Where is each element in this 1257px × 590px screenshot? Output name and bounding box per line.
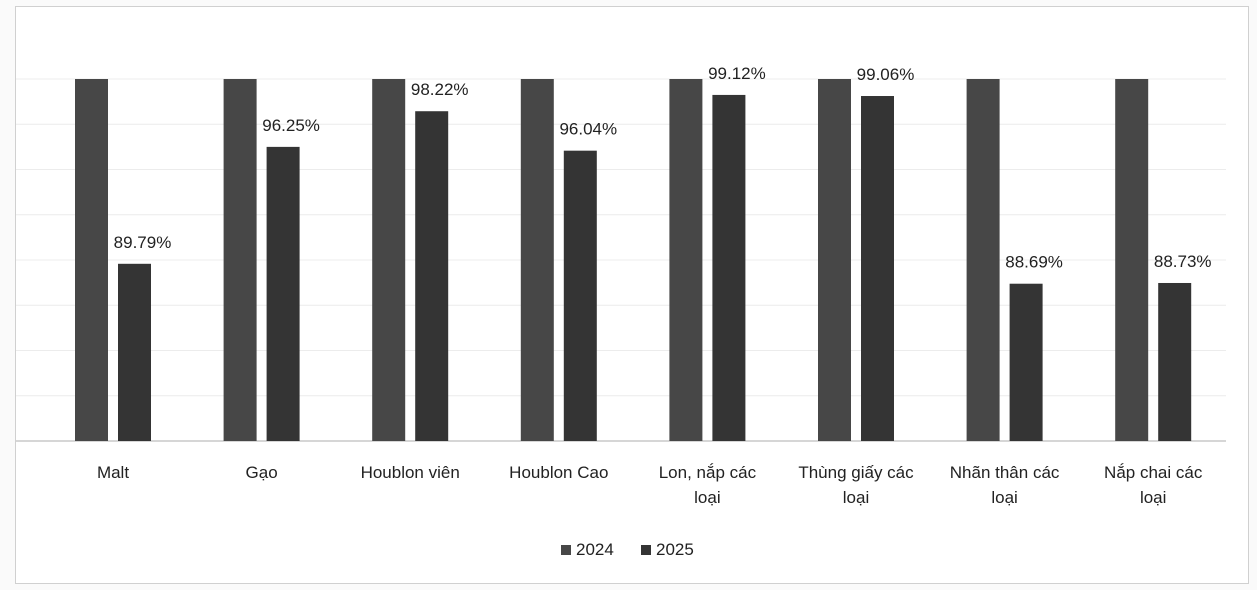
bar-2025 bbox=[415, 111, 449, 441]
bar-2024 bbox=[669, 79, 703, 441]
bar-2024 bbox=[223, 79, 257, 441]
category-label: Houblon Cao bbox=[509, 463, 608, 482]
bar-2025 bbox=[712, 94, 746, 441]
bars bbox=[75, 79, 1192, 441]
chart-frame: 89.79% 96.25% 98.22% 96.04% 99.12% 99.06% 88.6… bbox=[15, 6, 1249, 584]
bar-2025 bbox=[266, 146, 300, 441]
data-labels: 89.79% 96.25% 98.22% 96.04% 99.12% 99.06% 88.6… bbox=[114, 64, 1212, 272]
data-label: 98.22% bbox=[411, 80, 469, 99]
category-label: Nhãn thân các loại bbox=[950, 463, 1060, 507]
legend-label: 2025 bbox=[656, 540, 694, 559]
data-label: 96.25% bbox=[262, 116, 320, 135]
x-axis: Malt Gạo Houblon viên Houblon Cao Lon, nắp c… bbox=[97, 463, 1203, 507]
data-label: 89.79% bbox=[114, 233, 172, 252]
legend-swatch-2024 bbox=[561, 545, 571, 555]
category-label: Thùng giấy các loại bbox=[798, 463, 914, 507]
bar-2024 bbox=[372, 79, 406, 441]
bar-chart: 89.79% 96.25% 98.22% 96.04% 99.12% 99.06% 88.6… bbox=[16, 64, 1226, 559]
bar-2024 bbox=[1115, 79, 1149, 441]
data-label: 99.12% bbox=[708, 64, 766, 83]
data-label: 99.06% bbox=[857, 65, 915, 84]
legend-swatch-2025 bbox=[641, 545, 651, 555]
bar-2025 bbox=[1009, 283, 1043, 441]
bar-2024 bbox=[520, 79, 554, 441]
category-label: Gạo bbox=[246, 463, 278, 482]
category-label: Nắp chai các loại bbox=[1104, 463, 1203, 507]
legend-label: 2024 bbox=[576, 540, 614, 559]
category-label: Houblon viên bbox=[361, 463, 460, 482]
bar-2025 bbox=[563, 150, 597, 441]
bar-2025 bbox=[861, 96, 894, 441]
legend: 2024 2025 bbox=[561, 540, 694, 559]
data-label: 88.73% bbox=[1154, 252, 1212, 271]
bar-2024 bbox=[966, 79, 1000, 441]
bar-2024 bbox=[75, 79, 108, 441]
category-label: Malt bbox=[97, 463, 129, 482]
bar-2025 bbox=[118, 263, 151, 441]
category-label: Lon, nắp các loại bbox=[659, 463, 757, 507]
data-label: 88.69% bbox=[1005, 253, 1063, 272]
bar-2025 bbox=[1158, 282, 1192, 441]
gridlines bbox=[16, 78, 1226, 442]
data-label: 96.04% bbox=[559, 120, 617, 139]
bar-2024 bbox=[818, 79, 851, 441]
